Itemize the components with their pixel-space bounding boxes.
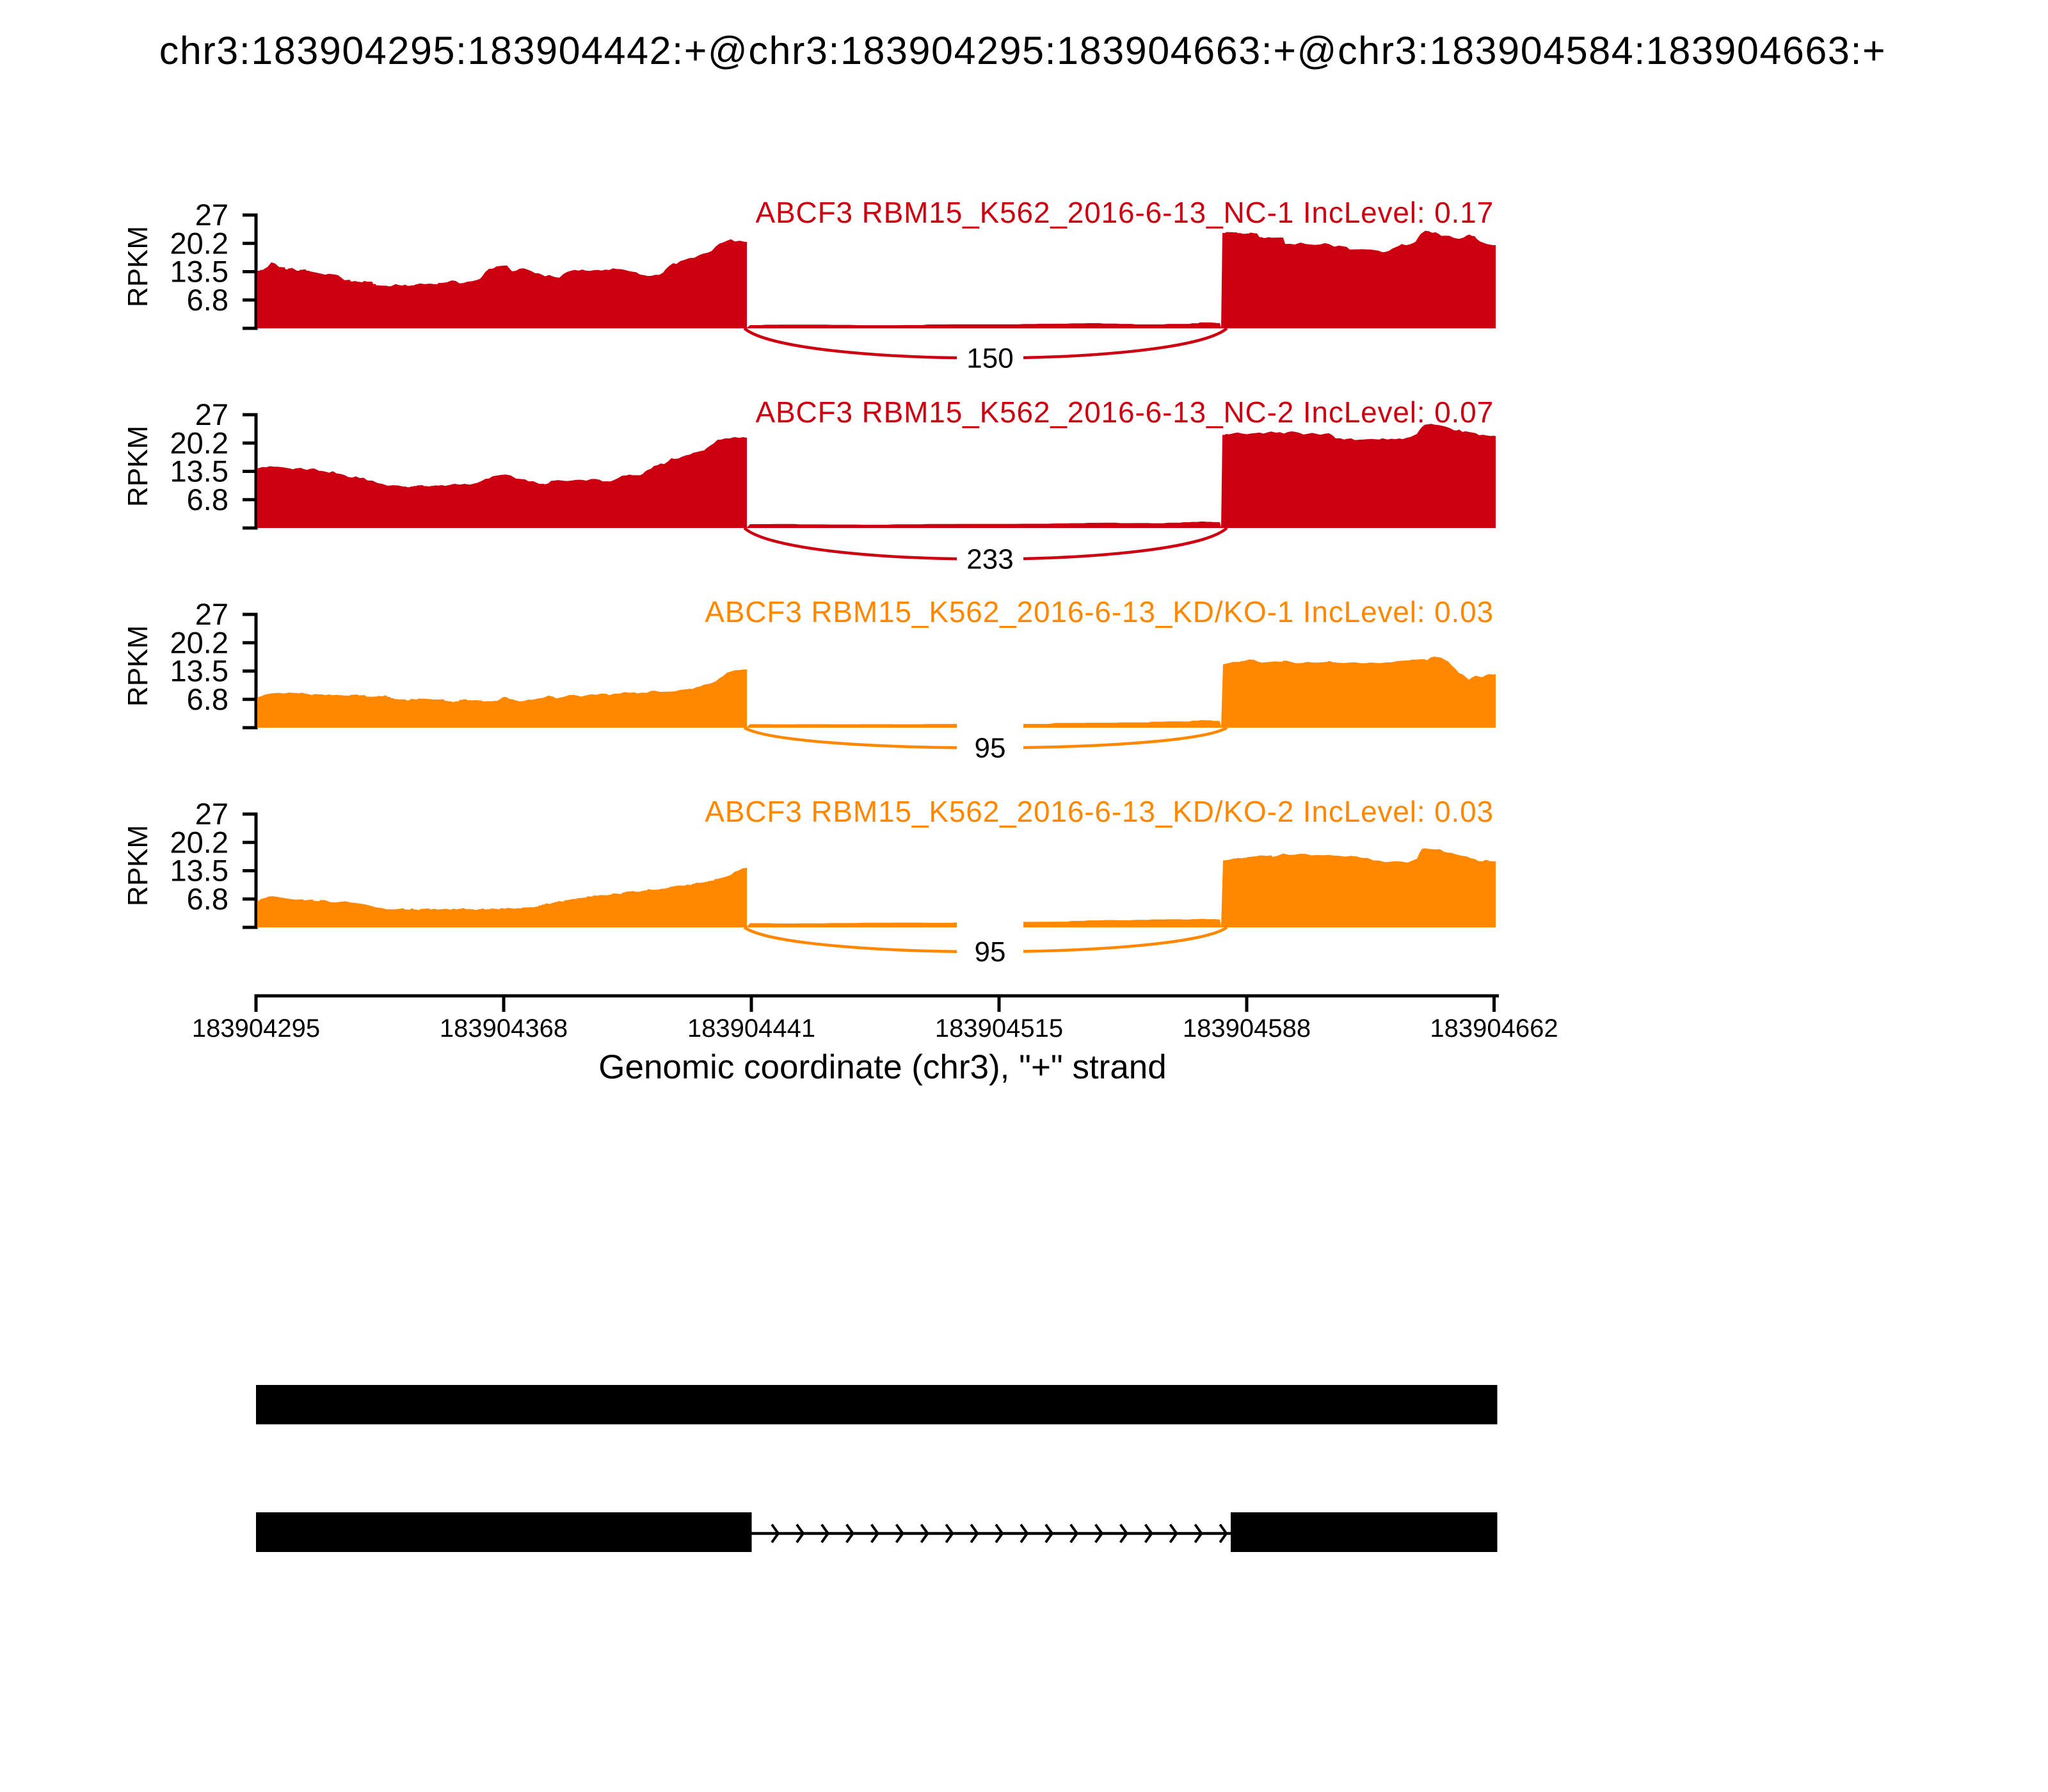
svg-text:6.8: 6.8 [187, 882, 228, 916]
svg-text:183904662: 183904662 [1430, 1014, 1558, 1043]
svg-text:13.5: 13.5 [170, 654, 228, 688]
svg-text:6.8: 6.8 [187, 483, 228, 516]
svg-text:ABCF3 RBM15_K562_2016-6-13_NC-: ABCF3 RBM15_K562_2016-6-13_NC-2 IncLevel… [755, 396, 1494, 429]
svg-text:20.2: 20.2 [170, 426, 228, 460]
svg-text:chr3:183904295:183904442:+@chr: chr3:183904295:183904442:+@chr3:18390429… [159, 29, 1886, 72]
svg-text:150: 150 [966, 343, 1013, 374]
svg-text:RPKM: RPKM [122, 226, 154, 307]
svg-text:6.8: 6.8 [187, 682, 228, 716]
svg-text:183904441: 183904441 [687, 1014, 815, 1043]
svg-text:95: 95 [975, 936, 1006, 968]
svg-text:20.2: 20.2 [170, 625, 228, 659]
svg-text:RPKM: RPKM [122, 625, 154, 707]
svg-text:183904295: 183904295 [192, 1014, 320, 1043]
svg-text:13.5: 13.5 [170, 854, 228, 888]
svg-text:183904515: 183904515 [935, 1014, 1063, 1043]
svg-text:RPKM: RPKM [122, 825, 154, 906]
svg-text:27: 27 [195, 797, 228, 831]
svg-text:183904368: 183904368 [440, 1014, 568, 1043]
svg-text:20.2: 20.2 [170, 226, 228, 260]
svg-text:27: 27 [195, 597, 228, 631]
svg-text:RPKM: RPKM [122, 426, 154, 507]
svg-text:95: 95 [975, 733, 1006, 764]
svg-text:Genomic coordinate (chr3), "+": Genomic coordinate (chr3), "+" strand [598, 1048, 1167, 1086]
svg-text:ABCF3 RBM15_K562_2016-6-13_KD/: ABCF3 RBM15_K562_2016-6-13_KD/KO-2 IncLe… [705, 795, 1494, 828]
svg-text:183904588: 183904588 [1183, 1014, 1311, 1043]
svg-text:6.8: 6.8 [187, 283, 228, 317]
svg-text:ABCF3 RBM15_K562_2016-6-13_KD/: ABCF3 RBM15_K562_2016-6-13_KD/KO-1 IncLe… [705, 595, 1494, 628]
svg-text:27: 27 [195, 397, 228, 431]
svg-text:27: 27 [195, 198, 228, 232]
svg-text:13.5: 13.5 [170, 454, 228, 488]
svg-text:13.5: 13.5 [170, 255, 228, 289]
svg-text:ABCF3 RBM15_K562_2016-6-13_NC-: ABCF3 RBM15_K562_2016-6-13_NC-1 IncLevel… [755, 196, 1494, 229]
svg-text:233: 233 [966, 544, 1013, 575]
svg-text:20.2: 20.2 [170, 825, 228, 859]
